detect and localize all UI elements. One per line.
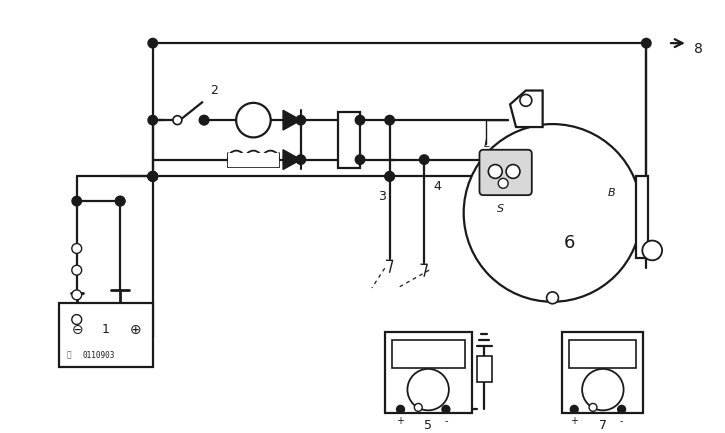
- Circle shape: [148, 171, 157, 181]
- Circle shape: [199, 116, 209, 125]
- Polygon shape: [283, 110, 301, 130]
- Circle shape: [115, 196, 125, 206]
- Bar: [476, 356, 492, 382]
- Circle shape: [642, 241, 662, 260]
- Circle shape: [506, 165, 520, 178]
- Circle shape: [385, 116, 394, 125]
- Circle shape: [420, 155, 429, 165]
- Polygon shape: [510, 90, 542, 127]
- Circle shape: [547, 292, 558, 304]
- Circle shape: [618, 405, 626, 414]
- Text: +: +: [571, 416, 579, 426]
- Circle shape: [148, 171, 157, 181]
- Text: Ī: Ī: [252, 115, 255, 125]
- Text: 0110903: 0110903: [83, 351, 115, 359]
- Text: 3: 3: [378, 190, 386, 203]
- Text: -: -: [620, 416, 624, 426]
- Circle shape: [385, 171, 394, 181]
- Text: L: L: [484, 139, 489, 149]
- Circle shape: [385, 171, 394, 181]
- Circle shape: [115, 196, 125, 206]
- Circle shape: [148, 171, 157, 181]
- Text: 5: 5: [424, 419, 432, 432]
- Circle shape: [236, 103, 270, 137]
- Circle shape: [199, 116, 209, 125]
- Text: 2: 2: [210, 84, 218, 97]
- Circle shape: [582, 369, 624, 410]
- Bar: [569, 340, 637, 368]
- Text: $\oplus$: $\oplus$: [129, 323, 141, 337]
- Text: S: S: [497, 204, 504, 214]
- Bar: [339, 112, 360, 168]
- Circle shape: [355, 155, 365, 165]
- Circle shape: [589, 404, 597, 411]
- Circle shape: [148, 39, 157, 48]
- Circle shape: [407, 369, 449, 410]
- FancyBboxPatch shape: [479, 150, 532, 195]
- Polygon shape: [637, 176, 658, 259]
- Circle shape: [520, 94, 532, 107]
- Circle shape: [148, 116, 157, 125]
- Bar: [228, 153, 279, 167]
- Text: 🚗: 🚗: [67, 351, 72, 359]
- Circle shape: [464, 124, 642, 302]
- Circle shape: [148, 171, 157, 181]
- Text: 7: 7: [599, 419, 607, 432]
- Circle shape: [498, 178, 508, 188]
- Bar: [385, 333, 471, 414]
- Bar: [59, 303, 153, 367]
- Circle shape: [72, 243, 82, 253]
- Text: 1: 1: [102, 323, 109, 336]
- Circle shape: [72, 265, 82, 275]
- Text: -: -: [444, 416, 447, 426]
- Circle shape: [72, 315, 82, 324]
- Text: $\ominus$: $\ominus$: [70, 323, 83, 337]
- Circle shape: [296, 155, 305, 165]
- Circle shape: [442, 405, 450, 414]
- Circle shape: [72, 290, 82, 300]
- Bar: [392, 340, 465, 368]
- Circle shape: [173, 116, 182, 125]
- Circle shape: [489, 165, 502, 178]
- Circle shape: [296, 116, 305, 125]
- Text: 8: 8: [694, 42, 703, 56]
- Text: +: +: [397, 416, 405, 426]
- Circle shape: [414, 404, 422, 411]
- Circle shape: [355, 116, 365, 125]
- Circle shape: [642, 39, 651, 48]
- Circle shape: [397, 405, 405, 414]
- Text: 4: 4: [433, 180, 441, 193]
- Bar: [563, 333, 643, 414]
- Circle shape: [72, 196, 81, 206]
- Text: B: B: [608, 188, 616, 198]
- Circle shape: [571, 405, 578, 414]
- Polygon shape: [283, 150, 301, 169]
- Text: 6: 6: [563, 233, 575, 252]
